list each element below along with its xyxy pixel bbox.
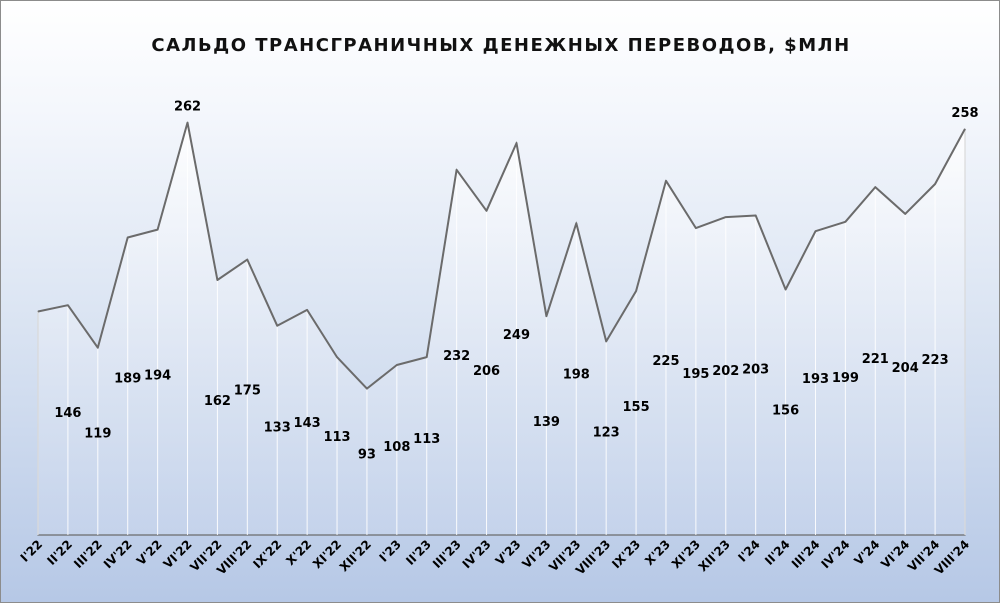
data-label: 146 bbox=[54, 406, 81, 421]
x-tick-label: III'23 bbox=[430, 537, 464, 571]
data-label: 123 bbox=[593, 425, 620, 440]
data-label: 133 bbox=[264, 421, 291, 436]
x-tick-label: X'22 bbox=[283, 537, 314, 568]
data-label: 143 bbox=[294, 416, 321, 431]
data-label: 258 bbox=[951, 106, 978, 121]
data-label: 194 bbox=[144, 369, 171, 384]
data-label: 156 bbox=[772, 403, 799, 418]
x-tick-label: XII'22 bbox=[337, 537, 374, 574]
data-label: 249 bbox=[503, 328, 530, 343]
x-tick-label: IX'22 bbox=[250, 537, 284, 571]
x-tick-label: III'22 bbox=[71, 537, 105, 571]
x-tick-label: IX'23 bbox=[609, 537, 643, 571]
data-label: 199 bbox=[832, 371, 859, 386]
data-label: 206 bbox=[473, 364, 500, 379]
chart-title: САЛЬДО ТРАНСГРАНИЧНЫХ ДЕНЕЖНЫХ ПЕРЕВОДОВ… bbox=[151, 35, 851, 56]
x-tick-label: I'24 bbox=[735, 537, 762, 564]
x-tick-label: II'22 bbox=[44, 537, 75, 568]
data-label: 108 bbox=[383, 440, 410, 455]
data-label: 195 bbox=[682, 367, 709, 382]
data-label: 232 bbox=[443, 349, 470, 364]
series-area bbox=[37, 122, 966, 536]
x-tick-label: V'22 bbox=[134, 537, 165, 568]
data-label: 93 bbox=[358, 448, 376, 463]
data-label: 262 bbox=[174, 100, 201, 115]
data-label: 162 bbox=[204, 394, 231, 409]
data-label: 198 bbox=[563, 367, 590, 382]
data-label: 113 bbox=[413, 432, 440, 447]
data-label: 113 bbox=[323, 430, 350, 445]
x-tick-label: V'24 bbox=[852, 537, 883, 568]
x-tick-label: IV'23 bbox=[460, 537, 494, 571]
x-tick-label: XII'23 bbox=[696, 537, 733, 574]
data-label: 203 bbox=[742, 362, 769, 377]
x-tick-label: X'23 bbox=[642, 537, 673, 568]
data-label: 175 bbox=[234, 384, 261, 399]
data-label: 223 bbox=[922, 353, 949, 368]
data-label: 225 bbox=[652, 354, 679, 369]
data-label: 139 bbox=[533, 415, 560, 430]
x-tick-label: II'24 bbox=[762, 537, 793, 568]
x-tick-label: I'22 bbox=[18, 537, 45, 564]
data-label: 119 bbox=[84, 427, 111, 442]
x-tick-label: I'23 bbox=[376, 537, 403, 564]
x-tick-label: IV'22 bbox=[101, 537, 135, 571]
x-tick-label: V'23 bbox=[493, 537, 524, 568]
series-line bbox=[37, 121, 966, 390]
data-label: 155 bbox=[622, 400, 649, 415]
data-label: 204 bbox=[892, 361, 919, 376]
x-tick-label: IV'24 bbox=[818, 537, 852, 571]
x-tick-label: II'23 bbox=[403, 537, 434, 568]
data-label: 202 bbox=[712, 364, 739, 379]
x-tick-label: III'24 bbox=[789, 537, 823, 571]
data-label: 189 bbox=[114, 372, 141, 387]
data-label: 193 bbox=[802, 372, 829, 387]
data-label: 221 bbox=[862, 352, 889, 367]
